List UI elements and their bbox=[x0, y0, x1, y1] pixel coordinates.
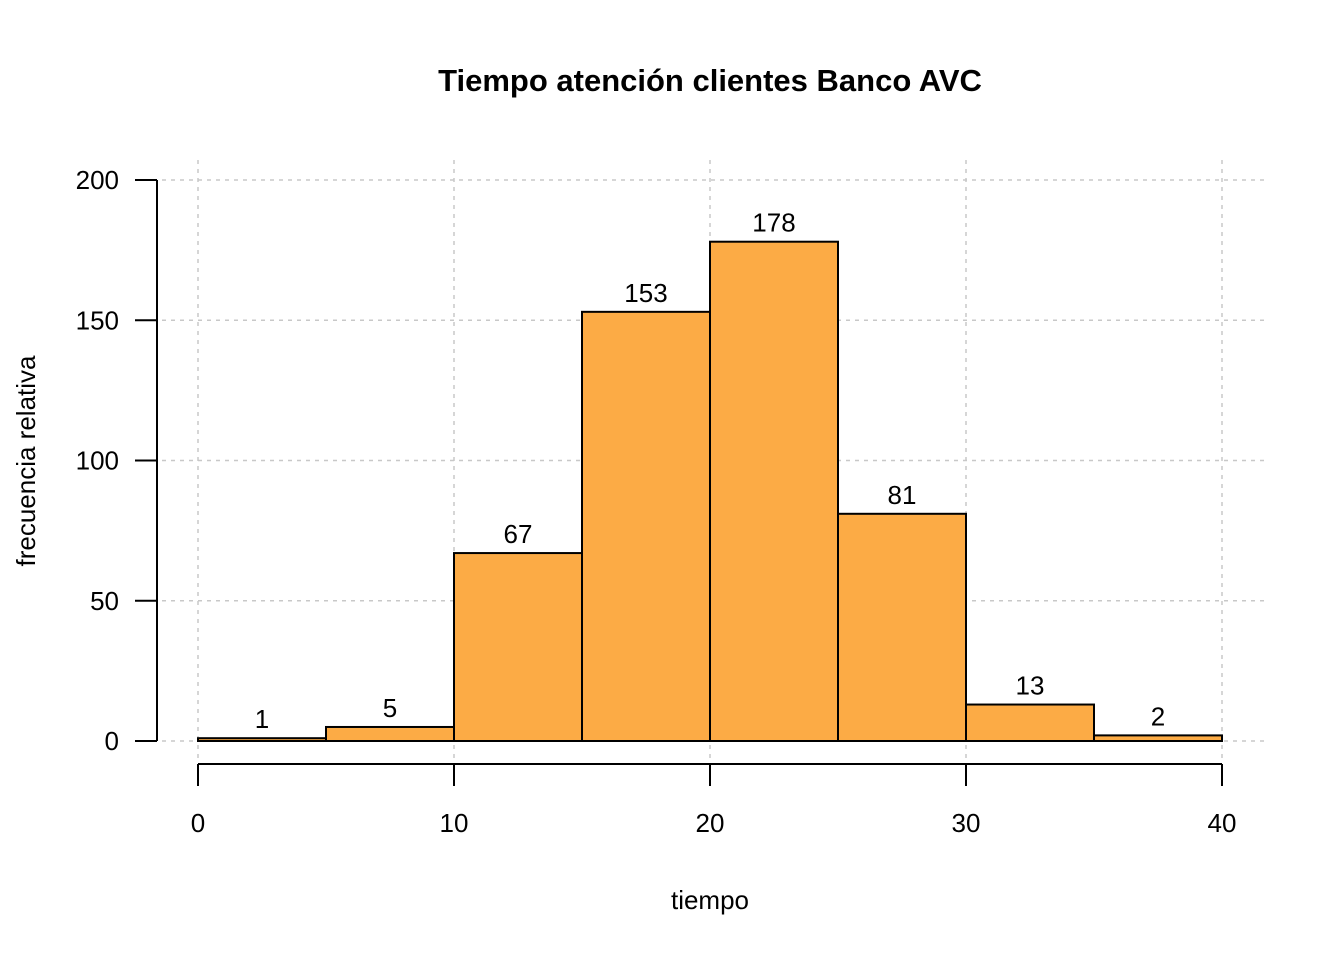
chart-title: Tiempo atención clientes Banco AVC bbox=[438, 63, 982, 98]
histogram-bar bbox=[709, 240, 839, 743]
x-tick-label: 20 bbox=[696, 808, 725, 838]
histogram-bar bbox=[453, 552, 583, 742]
bar-value-label: 2 bbox=[1151, 701, 1165, 731]
histogram-bar bbox=[965, 703, 1095, 742]
bar-value-label: 81 bbox=[888, 480, 917, 510]
y-tick-label: 50 bbox=[90, 586, 119, 616]
histogram-bar bbox=[1093, 734, 1223, 743]
histogram-bar bbox=[325, 725, 455, 742]
x-axis-label: tiempo bbox=[671, 885, 749, 915]
x-tick-label: 30 bbox=[952, 808, 981, 838]
histogram-bar bbox=[837, 512, 967, 742]
y-axis-label: frecuencia relativa bbox=[11, 355, 41, 567]
y-tick-label: 0 bbox=[105, 726, 119, 756]
data-labels: 1 5 67 153 178 81 13 2 bbox=[255, 208, 1165, 734]
histogram-bar bbox=[581, 310, 711, 742]
x-axis: 0 10 20 30 40 bbox=[191, 763, 1237, 838]
x-tick-label: 10 bbox=[440, 808, 469, 838]
y-tick-label: 200 bbox=[76, 165, 119, 195]
bar-value-label: 13 bbox=[1016, 671, 1045, 701]
bar-value-label: 153 bbox=[624, 278, 667, 308]
bar-value-label: 1 bbox=[255, 704, 269, 734]
y-tick-label: 150 bbox=[76, 305, 119, 335]
bars bbox=[197, 240, 1223, 743]
bar-value-label: 67 bbox=[504, 519, 533, 549]
y-tick-label: 100 bbox=[76, 446, 119, 476]
y-axis: 0 50 100 150 200 bbox=[76, 165, 158, 756]
x-tick-label: 40 bbox=[1208, 808, 1237, 838]
bar-value-label: 178 bbox=[752, 208, 795, 238]
bar-value-label: 5 bbox=[383, 693, 397, 723]
x-tick-label: 0 bbox=[191, 808, 205, 838]
